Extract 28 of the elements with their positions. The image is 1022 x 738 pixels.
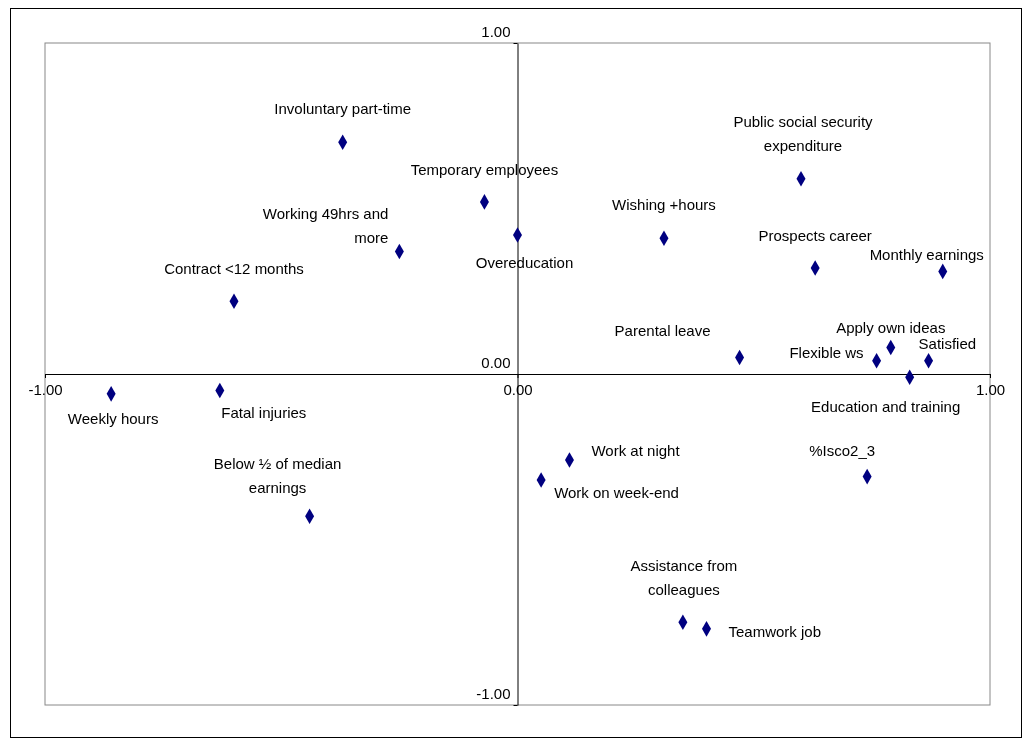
y-tick-label: -1.00 (476, 684, 511, 702)
annotation: Weekly hours (67, 409, 159, 427)
annotation: Below ½ of median earnings (213, 455, 342, 497)
x-tick-label: 1.00 (975, 380, 1006, 398)
annotation: Involuntary part-time (274, 100, 412, 118)
annotation: %Isco2_3 (809, 441, 876, 459)
annotation: Contract <12 months (164, 260, 304, 278)
annotation: Wishing +hours (612, 196, 716, 214)
annotation: Monthly earnings (869, 246, 984, 264)
x-tick-label: 0.00 (503, 380, 533, 398)
annotation: Public social security expenditure (733, 112, 874, 154)
annotation: Fatal injuries (221, 403, 307, 421)
y-tick-label: 0.00 (481, 353, 511, 371)
annotation: Satisfied (918, 334, 977, 352)
annotation: Prospects career (758, 227, 872, 245)
annotation: Work at night (591, 442, 681, 460)
annotation: Teamwork job (728, 622, 822, 640)
annotation: Overeducation (475, 253, 574, 271)
annotation: Flexible ws (789, 343, 864, 361)
annotation: Apply own ideas (836, 318, 946, 336)
annotation: Parental leave (614, 322, 711, 340)
annotation: Assistance from colleagues (630, 557, 738, 599)
annotation: Temporary employees (410, 160, 559, 178)
annotation: Work on week-end (554, 483, 679, 501)
x-tick-label: -1.00 (28, 380, 63, 398)
annotation: Education and training (811, 398, 961, 416)
annotation: Working 49hrs and more (262, 204, 389, 246)
y-tick-label: 1.00 (481, 22, 511, 40)
